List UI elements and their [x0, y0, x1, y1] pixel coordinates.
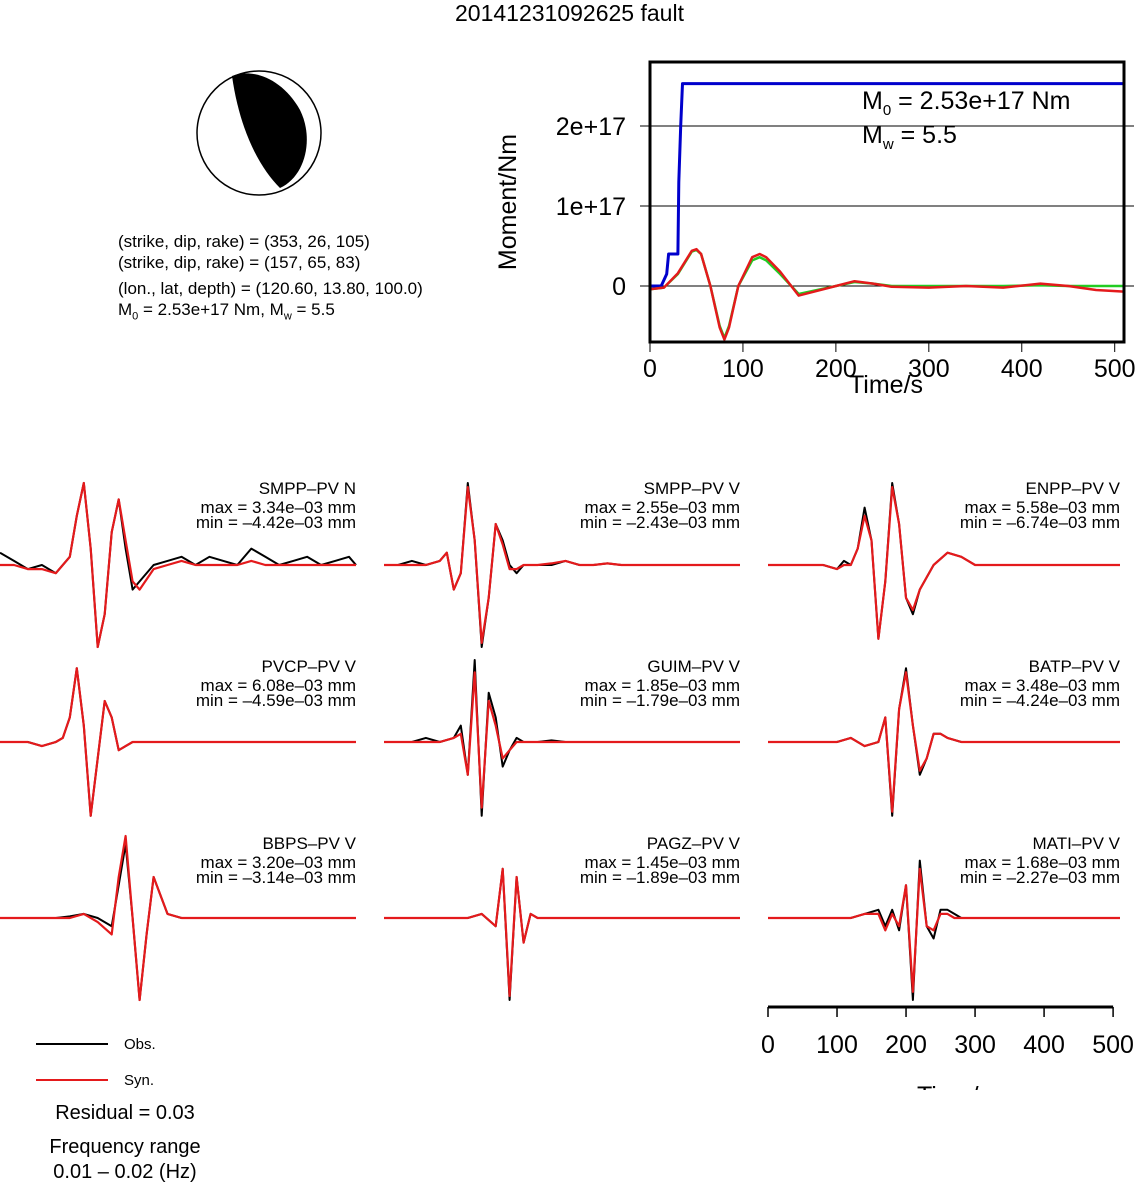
moment-ylabel: Moment/Nm [494, 134, 522, 270]
waveform-syn-trace [768, 867, 1120, 993]
station-label: BBPS–PV V [262, 834, 356, 853]
waveform-xtick-label-4: 400 [1023, 1031, 1065, 1059]
station-label: MATI–PV V [1032, 834, 1120, 853]
station-max: max = 6.08e–03 mm [201, 676, 356, 695]
location-params: (lon., lat, depth) = (120.60, 13.80, 100… [118, 279, 423, 298]
beachball-icon [196, 70, 322, 196]
station-min: min = –4.42e–03 mm [196, 513, 356, 532]
moment-xtick-label-1: 100 [722, 355, 764, 383]
waveform-xlabel: Time/s [917, 1082, 991, 1090]
station-max: max = 3.48e–03 mm [965, 676, 1120, 695]
moment-xtick-label-3: 300 [908, 355, 950, 383]
station-max: max = 1.85e–03 mm [585, 676, 740, 695]
waveform-syn-trace [0, 481, 356, 649]
moment-plot-frame [648, 60, 1126, 344]
waveform-xtick-label-3: 300 [954, 1031, 996, 1059]
station-label: SMPP–PV V [644, 479, 741, 498]
moment-m0-annotation: M0 = 2.53e+17 Nm [862, 87, 1070, 119]
residual-text: Residual = 0.03 [55, 1102, 195, 1124]
plane1-params: (strike, dip, rake) = (353, 26, 105) [118, 232, 370, 251]
station-label: PAGZ–PV V [647, 834, 741, 853]
moment-ytick-label-2: 0 [612, 273, 626, 301]
station-label: ENPP–PV V [1026, 479, 1121, 498]
legend-obs: Obs. [36, 1032, 156, 1056]
legend-syn-line [36, 1079, 108, 1081]
legend-obs-line [36, 1043, 108, 1045]
station-max: max = 3.34e–03 mm [201, 498, 356, 517]
station-max: max = 3.20e–03 mm [201, 853, 356, 872]
mw-value: = 5.5 [291, 300, 335, 319]
moment-xtick-label-0: 0 [643, 355, 657, 383]
station-min: min = –3.14e–03 mm [196, 868, 356, 887]
station-min: min = –6.74e–03 mm [960, 513, 1120, 532]
legend-syn-label: Syn. [124, 1071, 155, 1089]
moment-xlabel: Time/s [849, 371, 923, 399]
station-max: max = 5.58e–03 mm [965, 498, 1120, 517]
legend-syn: Syn. [36, 1068, 156, 1092]
moment-sub: 0 [132, 310, 139, 323]
station-min: min = –2.43e–03 mm [580, 513, 740, 532]
waveform-syn-trace [0, 834, 356, 1002]
station-min: min = –1.79e–03 mm [580, 691, 740, 710]
waveform-xtick-label-0: 0 [761, 1031, 775, 1059]
station-label: BATP–PV V [1029, 657, 1121, 676]
waveform-obs-trace [384, 867, 740, 1001]
waveform-syn-trace [768, 486, 1120, 640]
legend-obs-label: Obs. [124, 1035, 156, 1053]
moment-series-1 [649, 248, 1124, 340]
moment-ytick-label-0: 2e+17 [556, 113, 626, 141]
frequency-label: Frequency range [49, 1136, 201, 1158]
moment-ytick-label-1: 1e+17 [556, 193, 626, 221]
station-max: max = 1.45e–03 mm [585, 853, 740, 872]
beachball-compressional-quadrant [232, 73, 307, 188]
waveform-xtick-label-5: 500 [1092, 1031, 1134, 1059]
station-label: SMPP–PV N [259, 479, 356, 498]
moment-xtick-label-4: 400 [1001, 355, 1043, 383]
station-max: max = 2.55e–03 mm [585, 498, 740, 517]
station-label: GUIM–PV V [647, 657, 740, 676]
waveform-xtick-label-2: 200 [885, 1031, 927, 1059]
fault-parameters: (strike, dip, rake) = (353, 26, 105) (st… [118, 231, 423, 327]
waveform-syn-trace [384, 671, 740, 809]
page-title: 20141231092625 fault [455, 0, 684, 26]
moment-xtick-label-2: 200 [815, 355, 857, 383]
station-min: min = –1.89e–03 mm [580, 868, 740, 887]
station-max: max = 1.68e–03 mm [965, 853, 1120, 872]
waveform-xtick-label-1: 100 [816, 1031, 858, 1059]
mw-sub: w [283, 310, 292, 323]
plane2-params: (strike, dip, rake) = (157, 65, 83) [118, 253, 361, 272]
station-min: min = –4.59e–03 mm [196, 691, 356, 710]
waveform-syn-trace [768, 671, 1120, 813]
waveform-syn-trace [384, 486, 740, 644]
moment-xtick-label-5: 500 [1094, 355, 1136, 383]
frequency-value: 0.01 – 0.02 (Hz) [53, 1161, 197, 1183]
moment-prefix: M [118, 300, 133, 319]
waveform-syn-trace [0, 667, 356, 817]
moment-series-2 [649, 247, 1125, 341]
moment-value: = 2.53e+17 Nm, M [138, 300, 284, 319]
legend: Obs. Syn. [36, 1032, 156, 1092]
moment-mw-annotation: Mw = 5.5 [862, 121, 957, 153]
station-min: min = –4.24e–03 mm [960, 691, 1120, 710]
moment-series-0 [650, 82, 1124, 288]
waveform-syn-trace [384, 867, 740, 998]
station-min: min = –2.27e–03 mm [960, 868, 1120, 887]
station-label: PVCP–PV V [262, 657, 357, 676]
moment-params: M0 = 2.53e+17 Nm, Mw = 5.5 [118, 299, 423, 327]
moment-chart: 0 100 200 300 400 500 2e+17 1e+17 0 Time/s Mome… [494, 60, 1136, 399]
